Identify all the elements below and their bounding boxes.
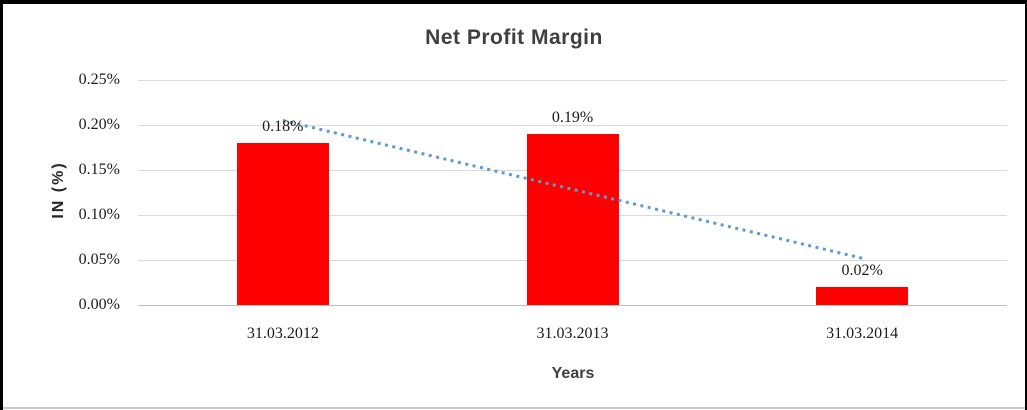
y-tick-label: 0.10% (78, 206, 120, 223)
x-axis-title: Years (551, 365, 595, 382)
bar-value-label: 0.18% (262, 118, 304, 135)
bottom-border-rule (3, 407, 1025, 409)
x-tick-label: 31.03.2013 (536, 325, 609, 342)
chart-title: Net Profit Margin (425, 26, 603, 49)
gridline (138, 80, 1007, 81)
y-tick-label: 0.00% (78, 296, 120, 313)
gridline (138, 125, 1007, 126)
y-tick-label: 0.20% (78, 116, 120, 133)
plot-area: 0.18% 0.19% 0.02% (138, 80, 1007, 306)
bar-value-label: 0.02% (841, 262, 883, 279)
x-axis-line (138, 305, 1007, 306)
x-tick-label: 31.03.2014 (826, 325, 899, 342)
bar-31.03.2012 (236, 143, 329, 305)
y-tick-label: 0.25% (78, 71, 120, 88)
y-tick-label: 0.15% (78, 161, 120, 178)
bar-31.03.2013 (526, 134, 619, 305)
x-tick-label: 31.03.2012 (246, 325, 319, 342)
trendline (282, 119, 863, 260)
bar-31.03.2014 (816, 287, 909, 305)
trendline-svg (282, 119, 863, 260)
y-tick-label: 0.05% (78, 251, 120, 268)
bar-value-label: 0.19% (551, 109, 594, 126)
